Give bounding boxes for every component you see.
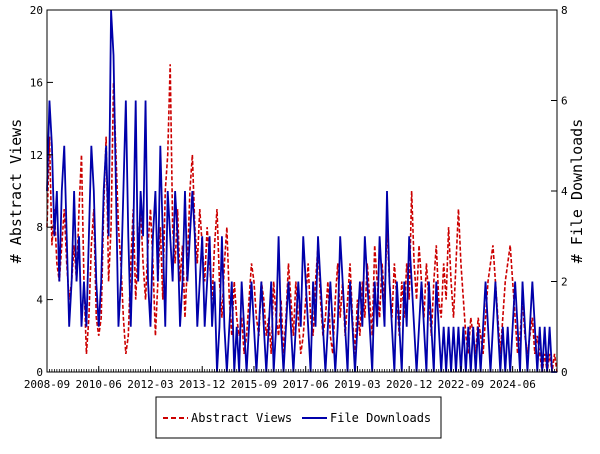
y-left-tick-label: 8 xyxy=(36,221,43,234)
x-tick-label: 2012-03 xyxy=(127,378,173,391)
y-left-tick-label: 0 xyxy=(36,366,43,379)
axis-layer: 2008-09 2010-06 2012-03 2013-12 2015-09 2017-… xyxy=(24,4,568,391)
legend-label-abstract-views: Abstract Views xyxy=(191,411,292,425)
x-tick-label: 2017-06 xyxy=(283,378,329,391)
legend-label-file-downloads: File Downloads xyxy=(330,411,431,425)
legend: Abstract Views File Downloads xyxy=(155,396,442,439)
y-left-tick-label: 4 xyxy=(36,294,43,307)
y-right-tick-label: 6 xyxy=(561,95,568,108)
y-right-tick-label: 4 xyxy=(561,185,568,198)
y-right-tick-label: 2 xyxy=(561,276,568,289)
x-tick-label: 2015-09 xyxy=(231,378,277,391)
y-right-tick-label: 8 xyxy=(561,4,568,17)
y-left-axis-title: # Abstract Views xyxy=(7,119,25,264)
y-left-tick-label: 12 xyxy=(30,149,43,162)
y-left-tick-label: 20 xyxy=(30,4,43,17)
x-tick-label: 2019-03 xyxy=(334,378,380,391)
plot-frame xyxy=(46,9,558,373)
x-tick-label: 2010-06 xyxy=(76,378,122,391)
y-right-tick-label: 0 xyxy=(561,366,568,379)
y-right-axis-title: # File Downloads xyxy=(568,119,586,264)
x-tick-label: 2008-09 xyxy=(24,378,70,391)
x-tick-label: 2024-06 xyxy=(489,378,535,391)
y-left-tick-label: 16 xyxy=(30,76,43,89)
x-tick-label: 2022-09 xyxy=(438,378,484,391)
series-layer xyxy=(46,9,558,373)
x-tick-label: 2013-12 xyxy=(179,378,225,391)
series-line-abstract-views xyxy=(46,64,558,373)
series-line-file-downloads xyxy=(46,9,557,373)
x-tick-label: 2020-12 xyxy=(386,378,432,391)
legend-box xyxy=(155,396,442,439)
